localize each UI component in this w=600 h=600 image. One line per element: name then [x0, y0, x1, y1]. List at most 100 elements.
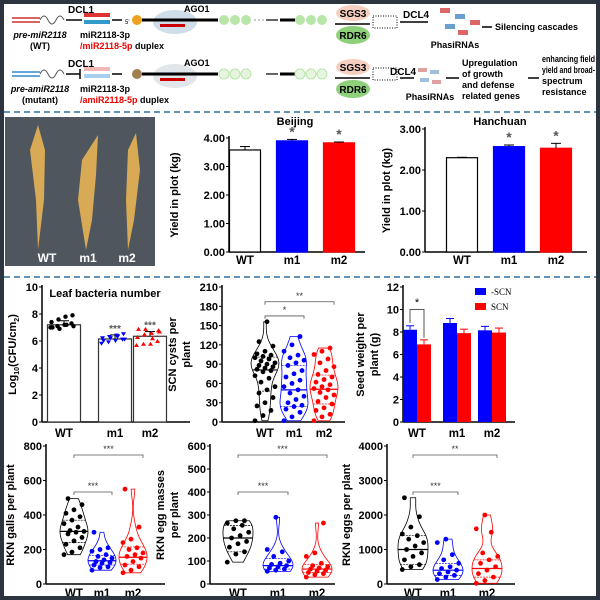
data-point — [303, 574, 309, 580]
data-point — [242, 549, 247, 555]
y-tick-label: 210 — [200, 282, 218, 294]
x-tick-label: m1 — [107, 428, 124, 440]
data-point — [77, 514, 83, 520]
mirna-bound-icon — [160, 78, 185, 81]
significance-bracket — [73, 454, 144, 458]
significance-label: * — [336, 126, 342, 142]
significance-bracket — [237, 491, 289, 495]
data-point — [264, 547, 270, 552]
data-point — [297, 334, 303, 339]
data-point — [402, 557, 407, 563]
data-point — [143, 326, 148, 331]
x-tick-label: m1 — [501, 255, 518, 267]
precursor-label: pre-miR2118 — [12, 30, 66, 40]
data-point — [291, 371, 297, 377]
y-tick-label: 10 — [387, 305, 399, 317]
data-point — [109, 555, 115, 561]
data-point — [224, 559, 230, 565]
violin-WT — [250, 321, 280, 422]
data-point — [130, 559, 136, 564]
data-point — [325, 387, 331, 393]
data-point — [262, 365, 268, 371]
data-point — [281, 418, 287, 424]
ago1-complex-icon — [153, 10, 197, 34]
upregulation-line: Upregulation — [462, 58, 518, 68]
data-point — [301, 357, 307, 363]
genotype-label: (WT) — [30, 41, 50, 51]
y-tick-label: 0.00 — [204, 247, 225, 259]
data-point — [101, 339, 106, 343]
data-point — [135, 334, 140, 339]
data-point — [269, 562, 274, 567]
upregulation-label: Upregulation of growth and defense relat… — [462, 58, 520, 101]
dsrna-icon — [372, 67, 398, 81]
data-point — [105, 564, 111, 570]
data-point — [476, 571, 481, 577]
data-point — [150, 336, 155, 341]
data-point — [452, 572, 457, 578]
duplex-word: duplex — [133, 41, 165, 51]
x-tick-label: WT — [65, 588, 83, 600]
x-tick-label: m2 — [125, 588, 142, 600]
data-point — [239, 522, 245, 528]
violin-m1 — [279, 336, 309, 422]
data-point — [120, 570, 126, 576]
chart-beijing: 0.00 1.00 2.00 3.00 4.00 WT m1 m2 Yield in plot … — [169, 116, 365, 267]
bar-SCN-m1 — [457, 333, 471, 422]
y-tick-label: 150 — [200, 321, 218, 333]
y-tick-label: 1.00 — [204, 219, 225, 231]
data-point — [140, 550, 146, 556]
x-tick-label: WT — [453, 255, 471, 267]
data-point — [93, 559, 99, 564]
duplex-5p-label: /amiR2118-5p duplex — [80, 95, 169, 105]
duplex-strand-icon — [84, 74, 110, 78]
data-point — [313, 379, 319, 385]
data-point — [256, 339, 262, 345]
polya-circle-icon — [295, 15, 305, 25]
duplex-5p-name: /amiR2118-5p — [80, 95, 138, 105]
duplex-word: duplex — [138, 95, 170, 105]
data-point — [408, 524, 414, 530]
x-tick-label: WT — [408, 428, 426, 440]
y-tick-label: 400 — [188, 487, 206, 499]
chart-eggs: 0 1000 2000 3000 4000 WT m1 m2 RKN eggs per plan… — [341, 441, 515, 600]
data-point — [406, 536, 412, 542]
x-tick-label: m2 — [331, 255, 348, 267]
data-point — [49, 319, 54, 325]
data-point — [402, 495, 407, 501]
upregulation-line: of growth — [462, 69, 503, 79]
upregulation-line: and defense — [462, 80, 515, 90]
rdr6-blob — [336, 80, 370, 98]
data-point — [65, 496, 71, 502]
upregulation-line: related genes — [462, 91, 520, 101]
data-point — [482, 578, 488, 583]
data-point — [312, 550, 318, 556]
data-point — [128, 536, 134, 542]
data-point — [63, 541, 69, 547]
data-point — [254, 351, 260, 357]
data-point — [231, 526, 237, 532]
data-point — [421, 540, 427, 545]
phasirna-icon — [440, 8, 450, 13]
data-point — [486, 557, 492, 563]
data-point — [408, 564, 414, 570]
data-point — [89, 567, 95, 573]
data-point — [103, 552, 109, 558]
significance-label: * — [415, 297, 420, 309]
x-tick-label: WT — [236, 255, 254, 267]
data-point — [157, 329, 162, 334]
ago1-complex-icon — [153, 64, 197, 88]
x-tick-label: WT — [229, 588, 247, 600]
y-tick-label: 400 — [24, 510, 42, 522]
data-point — [314, 568, 320, 574]
data-point — [244, 539, 249, 544]
x-tick-label: m2 — [479, 588, 496, 600]
data-point — [456, 560, 462, 566]
data-point — [284, 563, 289, 568]
data-point — [321, 405, 327, 411]
significance-label: * — [553, 127, 559, 143]
data-point — [264, 568, 270, 574]
x-tick-label: m1 — [286, 428, 303, 440]
data-point — [289, 342, 295, 348]
data-point — [70, 313, 75, 318]
